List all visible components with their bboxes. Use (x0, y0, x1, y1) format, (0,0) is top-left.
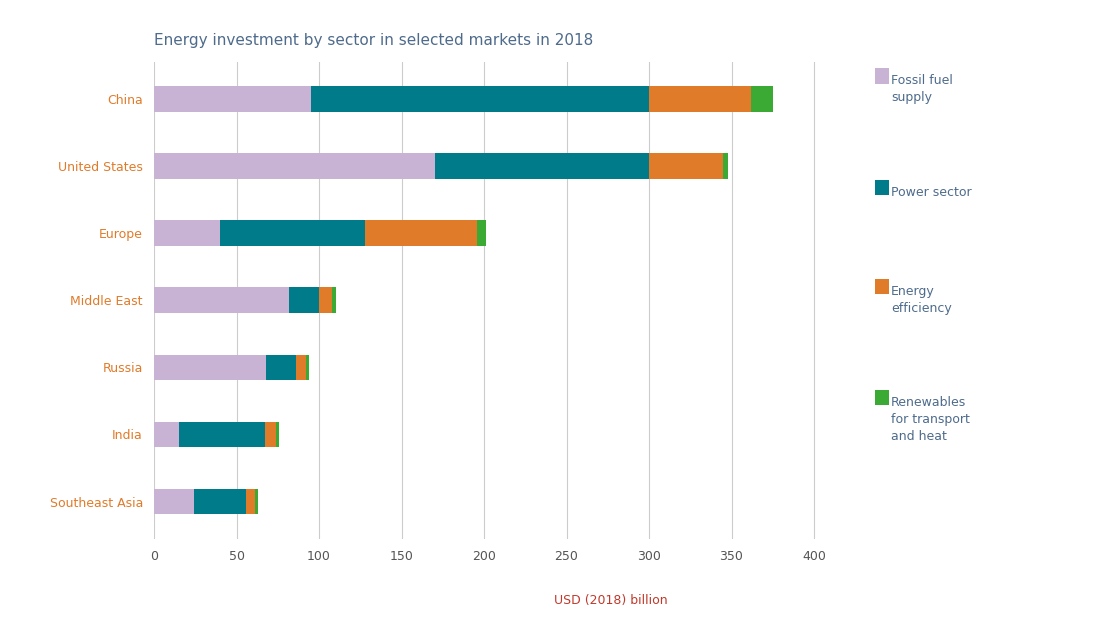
Bar (649, 86, 751, 111)
Bar (154, 220, 220, 246)
Bar (266, 355, 296, 380)
Bar (179, 422, 265, 448)
Text: Energy
efficiency: Energy efficiency (891, 285, 952, 314)
Bar (319, 287, 332, 313)
Text: Energy investment by sector in selected markets in 2018: Energy investment by sector in selected … (154, 33, 593, 48)
Bar (477, 220, 486, 246)
Bar (332, 287, 336, 313)
Text: Power sector: Power sector (891, 186, 971, 199)
Bar (306, 355, 309, 380)
Bar (649, 153, 724, 179)
Bar (296, 355, 306, 380)
Text: USD (2018) billion: USD (2018) billion (553, 594, 668, 607)
Bar (154, 86, 310, 111)
Bar (255, 489, 258, 514)
Bar (751, 86, 773, 111)
Bar (724, 153, 728, 179)
Bar (434, 153, 649, 179)
Text: Fossil fuel
supply: Fossil fuel supply (891, 74, 953, 104)
Bar (265, 422, 276, 448)
Bar (154, 422, 179, 448)
Text: Renewables
for transport
and heat: Renewables for transport and heat (891, 396, 970, 443)
Bar (289, 287, 319, 313)
Bar (154, 153, 434, 179)
Bar (246, 489, 255, 514)
Bar (154, 287, 289, 313)
Bar (220, 220, 365, 246)
Bar (365, 220, 477, 246)
Bar (310, 86, 649, 111)
Bar (276, 422, 279, 448)
Bar (154, 355, 266, 380)
Bar (154, 489, 194, 514)
Bar (194, 489, 246, 514)
